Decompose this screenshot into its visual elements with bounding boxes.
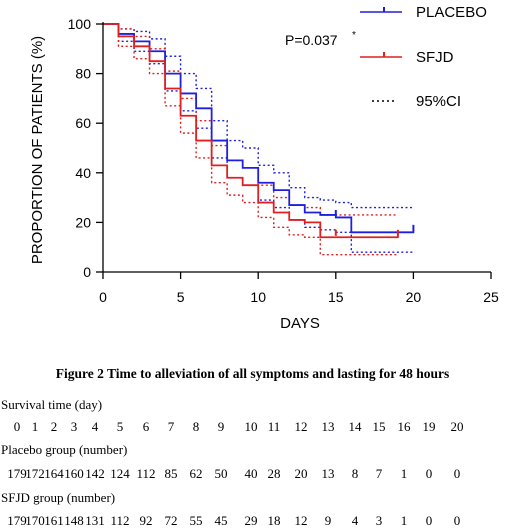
table-cell-sfjd: 55 (189, 513, 203, 528)
table-cell-placebo: 160 (64, 466, 84, 481)
table-cell-placebo: 0 (453, 466, 461, 481)
x-tick-label: 5 (177, 289, 185, 305)
table-time-label: Survival time (day) (1, 397, 103, 412)
y-tick-label: 20 (75, 214, 91, 230)
legend-label-ci: 95%CI (416, 93, 461, 110)
table-cell-time: 0 (13, 419, 21, 434)
table-cell-time: 16 (397, 419, 411, 434)
axes-layer: 0 20 40 60 80 100 0 5 10 15 20 25 (68, 16, 499, 305)
table-row-sfjd: 179 170 161 148 131 112 92 72 55 45 29 18 12 9 4 3 1 0 0 (0, 513, 505, 529)
table-cell-placebo: 8 (351, 466, 359, 481)
plot-layer (103, 23, 415, 256)
table-cell-time: 19 (422, 419, 436, 434)
table-placebo-label: Placebo group (number) (1, 442, 128, 457)
y-tick-label: 80 (75, 66, 91, 82)
legend-label-sfjd: SFJD (416, 49, 454, 66)
table-cell-placebo: 40 (244, 466, 258, 481)
table-cell-placebo: 62 (189, 466, 203, 481)
table-cell-time: 4 (91, 419, 99, 434)
x-tick-label: 10 (250, 289, 266, 305)
x-tick-label: 25 (483, 289, 499, 305)
table-cell-placebo: 0 (425, 466, 433, 481)
table-cell-sfjd: 4 (351, 513, 359, 528)
legend-entry-ci: 95%CI (372, 93, 461, 110)
table-cell-sfjd: 161 (44, 513, 64, 528)
table-cell-time: 5 (116, 419, 124, 434)
ci-lower-sfjd (103, 23, 398, 256)
table-cell-placebo: 179 (7, 466, 27, 481)
table-cell-time: 9 (217, 419, 225, 434)
table-cell-sfjd: 12 (294, 513, 308, 528)
table-cell-placebo: 164 (44, 466, 64, 481)
legend-entry-sfjd: SFJD (360, 49, 454, 66)
table-cell-time: 13 (321, 419, 335, 434)
curve-sfjd (103, 23, 399, 239)
y-tick-label: 40 (75, 165, 91, 181)
table-cell-placebo: 124 (110, 466, 130, 481)
table-cell-placebo: 20 (294, 466, 308, 481)
legend-label-placebo: PLACEBO (416, 4, 487, 21)
table-cell-sfjd: 72 (164, 513, 178, 528)
table-cell-time: 3 (70, 419, 78, 434)
table-cell-placebo: 7 (375, 466, 383, 481)
figure-caption: Figure 2 Time to alleviation of all symp… (55, 366, 450, 381)
table-cell-placebo: 13 (321, 466, 335, 481)
table-cell-placebo: 85 (164, 466, 178, 481)
table-cell-time: 15 (372, 419, 386, 434)
table-cell-placebo: 172 (25, 466, 45, 481)
table-cell-time: 1 (31, 419, 39, 434)
table-cell-sfjd: 112 (110, 513, 130, 528)
table-cell-placebo: 50 (214, 466, 228, 481)
table-cell-time: 11 (267, 419, 281, 434)
y-axis-label: PROPORTION OF PATIENTS (%) (29, 36, 46, 264)
table-row-times: 0 1 2 3 4 5 6 7 8 9 10 11 12 13 14 15 16 19 20 (0, 419, 505, 435)
table-cell-sfjd: 179 (7, 513, 27, 528)
legend-entry-placebo: PLACEBO (360, 4, 487, 21)
p-value-text: P=0.037 (285, 32, 338, 48)
table-cell-sfjd: 0 (453, 513, 461, 528)
table-cell-time: 12 (294, 419, 308, 434)
table-cell-placebo: 28 (267, 466, 281, 481)
table-cell-placebo: 1 (400, 466, 408, 481)
table-cell-time: 20 (450, 419, 464, 434)
table-cell-time: 10 (244, 419, 258, 434)
table-cell-sfjd: 9 (324, 513, 332, 528)
table-cell-sfjd: 92 (139, 513, 153, 528)
table-cell-sfjd: 1 (400, 513, 408, 528)
km-chart: 0 20 40 60 80 100 0 5 10 15 20 25 PROPORTION OF PAT… (29, 4, 499, 332)
table-cell-time: 7 (167, 419, 175, 434)
table-cell-sfjd: 0 (425, 513, 433, 528)
x-tick-label: 15 (328, 289, 344, 305)
y-tick-label: 60 (75, 115, 91, 131)
x-tick-label: 0 (99, 289, 107, 305)
table-cell-placebo: 142 (85, 466, 105, 481)
table-row-placebo: 179 172 164 160 142 124 112 85 62 50 40 28 20 13 8 7 1 0 0 (0, 466, 505, 482)
y-tick-label: 0 (83, 264, 91, 280)
table-cell-time: 6 (142, 419, 150, 434)
p-value-mark: * (352, 30, 356, 41)
table-cell-time: 8 (192, 419, 200, 434)
table-cell-sfjd: 170 (25, 513, 45, 528)
table-cell-sfjd: 29 (244, 513, 258, 528)
y-tick-label: 100 (68, 16, 92, 32)
p-value-annotation: P=0.037 * (285, 30, 356, 48)
table-cell-sfjd: 18 (267, 513, 281, 528)
ci-upper-sfjd (103, 23, 398, 216)
table-cell-sfjd: 3 (375, 513, 383, 528)
table-cell-time: 14 (348, 419, 362, 434)
table-cell-time: 2 (50, 419, 58, 434)
table-sfjd-label: SFJD group (number) (1, 490, 116, 505)
x-axis-label: DAYS (280, 315, 320, 332)
table-cell-sfjd: 131 (85, 513, 105, 528)
table-cell-sfjd: 45 (214, 513, 228, 528)
table-cell-placebo: 112 (136, 466, 156, 481)
x-tick-label: 20 (406, 289, 422, 305)
ci-upper-placebo (103, 23, 414, 209)
table-cell-sfjd: 148 (64, 513, 84, 528)
legend: PLACEBO SFJD 95%CI (360, 4, 487, 110)
